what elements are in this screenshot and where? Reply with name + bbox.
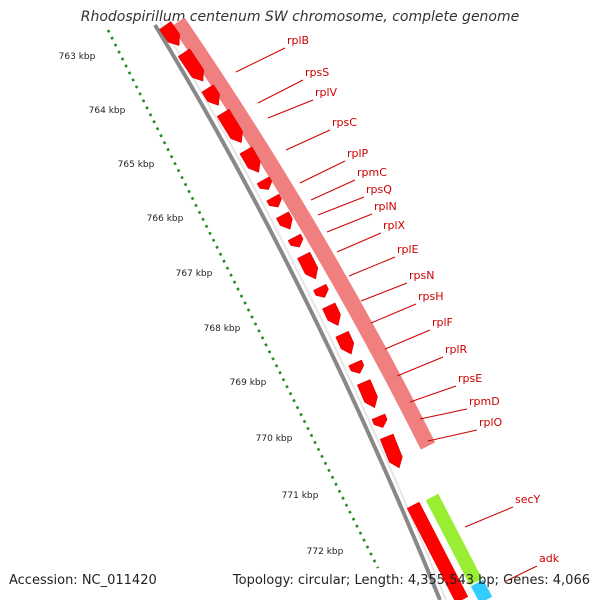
gene-label-adk: adk <box>539 552 560 565</box>
kbp-label: 770 kbp <box>256 434 293 444</box>
gene-arrow-rpsS <box>177 48 205 82</box>
gene-label-secY: secY <box>515 493 541 506</box>
gene-arrow-rplF <box>335 330 355 355</box>
leader-line-rplR <box>396 356 444 377</box>
gene-label-rplN: rplN <box>374 200 397 213</box>
leader-line-rpmD <box>419 408 468 420</box>
gene-arrow-rplP <box>239 146 261 173</box>
kbp-label: 768 kbp <box>204 324 241 334</box>
leader-line-secY <box>464 506 514 528</box>
gene-arrow-rplR <box>348 359 365 374</box>
gene-label-rpsS: rpsS <box>305 66 329 79</box>
leader-line-rplV <box>267 99 314 119</box>
gene-label-rplV: rplV <box>315 86 338 99</box>
leader-line-rpsS <box>257 79 304 104</box>
kbp-label: 767 kbp <box>176 269 213 279</box>
gene-arrow-rplX <box>287 233 304 248</box>
gene-label-rpmD: rpmD <box>469 395 500 408</box>
kbp-label: 765 kbp <box>118 160 155 170</box>
map-title: Rhodospirillum centenum SW chromosome, c… <box>80 9 520 25</box>
leader-line-rplX <box>336 232 382 253</box>
kbp-label: 772 kbp <box>307 547 344 557</box>
leader-line-rpsC <box>285 129 331 151</box>
leader-line-adk <box>505 565 538 582</box>
gene-label-rplE: rplE <box>397 243 419 256</box>
kbp-label: 764 kbp <box>89 106 126 116</box>
gene-label-rpsQ: rpsQ <box>366 183 392 196</box>
genome-stats-text: Topology: circular; Length: 4,355,543 bp… <box>232 573 590 588</box>
gene-label-rpsE: rpsE <box>458 372 482 385</box>
cog-band <box>171 17 436 450</box>
gene-label-rpmC: rpmC <box>357 166 387 179</box>
leader-line-rpsN <box>360 282 408 302</box>
gene-label-rplR: rplR <box>445 343 468 356</box>
leader-line-rplB <box>235 47 286 73</box>
gene-arrow-rpmC <box>256 176 273 190</box>
gene-label-rplP: rplP <box>347 147 369 160</box>
gene-arrow-rpmD <box>371 413 388 428</box>
gene-arrow-rpsN <box>313 283 329 298</box>
gene-arrow-rplE <box>297 251 319 280</box>
leader-line-rplP <box>299 160 346 184</box>
scale-dots <box>106 29 380 569</box>
backbone-line <box>153 23 442 600</box>
leader-line-rpsQ <box>317 196 365 216</box>
gene-arrow-rplV <box>201 84 220 106</box>
gene-label-rpsC: rpsC <box>332 116 357 129</box>
kbp-label: 766 kbp <box>147 214 184 224</box>
gene-arrow-secY <box>425 493 483 586</box>
leader-line-rplE <box>348 256 396 277</box>
kbp-label: 763 kbp <box>59 52 96 62</box>
gene-label-rplB: rplB <box>287 34 309 47</box>
gene-arrow-adk <box>470 579 493 600</box>
kbp-label: 769 kbp <box>230 378 267 388</box>
gene-arrow-rpsC <box>216 108 243 144</box>
gene-arrow-rpsH <box>322 302 341 326</box>
gene-label-rplF: rplF <box>432 316 453 329</box>
gene-label-rplX: rplX <box>383 219 406 232</box>
kbp-label: 771 kbp <box>282 491 319 501</box>
gene-label-rplO: rplO <box>479 416 503 429</box>
gene-arrow-rpsQ <box>266 193 282 208</box>
gene-label-rpsN: rpsN <box>409 269 434 282</box>
accession-text: Accession: NC_011420 <box>9 573 157 588</box>
gene-arrow-rplB <box>159 21 180 46</box>
leader-line-rpsE <box>409 385 457 403</box>
leader-line-rplN <box>326 213 373 233</box>
gene-arrow-rplN <box>275 211 293 230</box>
leader-line-rplO <box>427 429 478 442</box>
leader-line-rpmC <box>310 179 356 201</box>
gene-arrow-secY-strand <box>406 501 469 600</box>
gene-arrow-rpsE <box>356 379 378 409</box>
gene-arrow-rplO <box>379 433 403 469</box>
gene-label-rpsH: rpsH <box>418 290 444 303</box>
leader-line-rpsH <box>370 303 417 324</box>
leader-line-rplF <box>384 329 431 350</box>
